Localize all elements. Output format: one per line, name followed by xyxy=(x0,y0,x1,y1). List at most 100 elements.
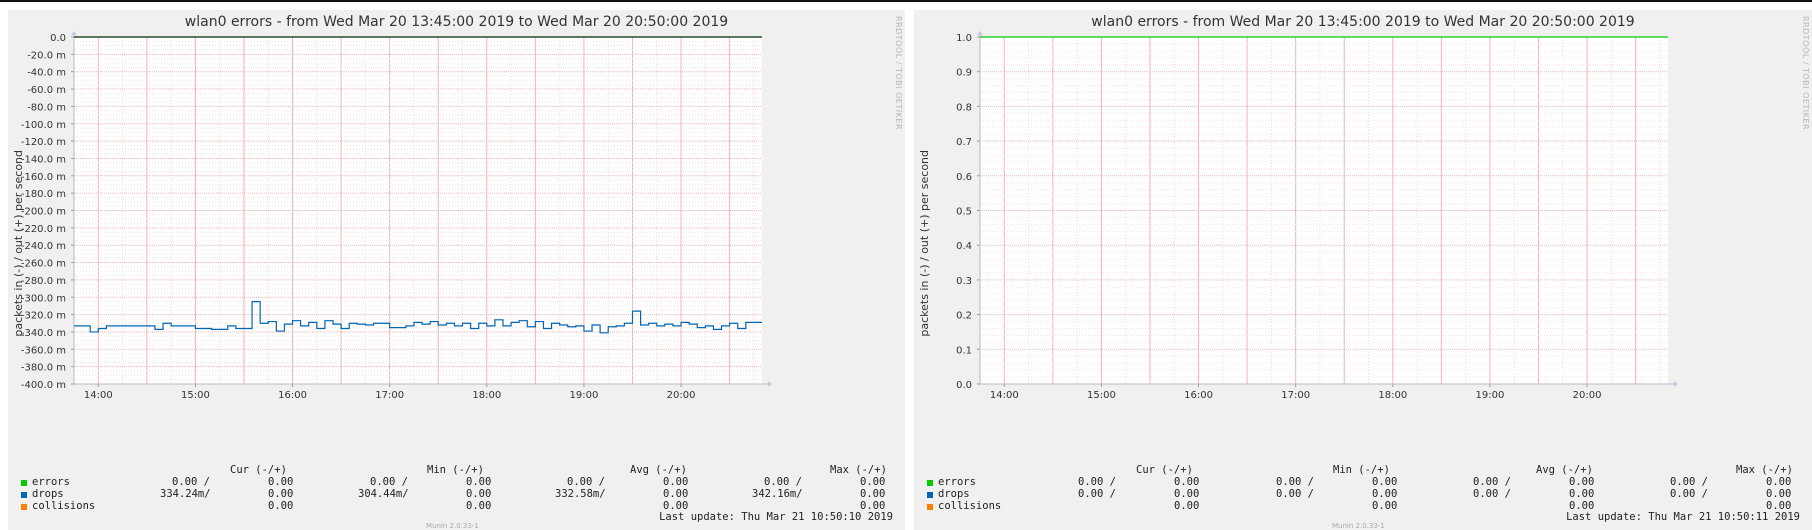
legend-row-drops: drops 0.00 / 0.00 0.00 / 0.00 0.00 / 0.0… xyxy=(914,488,1811,500)
y-tick-label: 0.1 xyxy=(956,345,972,356)
x-tick-label: 20:00 xyxy=(667,390,696,401)
y-tick-label: -160.0 m xyxy=(21,172,66,183)
y-tick-label: -260.0 m xyxy=(21,259,66,270)
legend-value: 0.00 xyxy=(466,488,492,500)
series-line-drops xyxy=(74,300,762,334)
legend-row-errors: errors 0.00 / 0.00 0.00 / 0.00 0.00 / 0.… xyxy=(8,476,905,488)
rrdtool-watermark: RRDTOOL / TOBI OETIKER xyxy=(894,16,903,131)
x-tick-label: 18:00 xyxy=(1378,390,1407,401)
y-tick-label: 1.0 xyxy=(956,33,972,44)
y-axis-arrow xyxy=(977,31,983,35)
legend-value: 0.00 xyxy=(466,476,492,488)
y-tick-label: 0.5 xyxy=(956,207,972,218)
legend-value: 0.00 xyxy=(1569,476,1595,488)
graph-panel-right: wlan0 errors - from Wed Mar 20 13:45:00 … xyxy=(914,10,1812,530)
legend-header-cur: Cur (-/+) xyxy=(1136,464,1193,476)
legend-header-max: Max (-/+) xyxy=(1736,464,1793,476)
y-tick-label: -320.0 m xyxy=(21,311,66,322)
legend-value: 0.00 xyxy=(1766,500,1792,512)
x-tick-label: 14:00 xyxy=(990,390,1019,401)
y-tick-label: 0.0 xyxy=(50,33,66,44)
legend-value: 0.00 xyxy=(1766,476,1792,488)
legend-value: 0.00 xyxy=(1766,488,1792,500)
y-tick-label: -360.0 m xyxy=(21,345,66,356)
legend-value: 0.00 xyxy=(860,476,886,488)
chart-plot-right: 1.0 0.9 0.8 0.7 0.6 0.5 0.4 0.3 0.2 0.1 0.0 14:00 15… xyxy=(956,31,1678,401)
y-tick-label: -120.0 m xyxy=(21,137,66,148)
y-tick-label: 0.3 xyxy=(956,276,972,287)
legend-row-errors: errors 0.00 / 0.00 0.00 / 0.00 0.00 / 0.… xyxy=(914,476,1811,488)
legend-label: errors xyxy=(32,476,70,488)
legend-value: 0.00 / xyxy=(1670,488,1708,500)
y-tick-label: -220.0 m xyxy=(21,224,66,235)
legend-value: 0.00 / xyxy=(764,476,802,488)
y-tick-label: -300.0 m xyxy=(21,293,66,304)
legend-value: 0.00 xyxy=(663,488,689,500)
legend-swatch-drops xyxy=(21,492,27,498)
legend-value: 0.00 xyxy=(268,500,294,512)
y-tick-label: -200.0 m xyxy=(21,207,66,218)
graph-panel-left: wlan0 errors - from Wed Mar 20 13:45:00 … xyxy=(8,10,905,530)
legend-value: 0.00 xyxy=(860,488,886,500)
y-tick-label: 0.9 xyxy=(956,68,972,79)
y-tick-label: -280.0 m xyxy=(21,276,66,287)
legend-value: 334.24m/ xyxy=(160,488,211,500)
y-tick-label: -40.0 m xyxy=(27,68,66,79)
legend-header-avg: Avg (-/+) xyxy=(1536,464,1593,476)
legend-label: collisions xyxy=(938,500,1002,512)
y-tick-label: -60.0 m xyxy=(27,85,66,96)
y-tick-label: 0.4 xyxy=(956,241,972,252)
legend-value: 0.00 xyxy=(860,500,886,512)
legend-value: 332.58m/ xyxy=(555,488,606,500)
legend-value: 0.00 / xyxy=(1078,476,1116,488)
legend-value: 0.00 xyxy=(1174,488,1200,500)
x-tick-label: 18:00 xyxy=(472,390,501,401)
chart-title: wlan0 errors - from Wed Mar 20 13:45:00 … xyxy=(1091,14,1635,30)
legend-value: 0.00 / xyxy=(1078,488,1116,500)
x-tick-label: 14:00 xyxy=(84,390,113,401)
y-tick-label: -100.0 m xyxy=(21,120,66,131)
legend-header-min: Min (-/+) xyxy=(1333,464,1390,476)
y-tick-label: -400.0 m xyxy=(21,380,66,391)
y-axis-arrow xyxy=(71,31,77,35)
legend-value: 0.00 xyxy=(1372,500,1398,512)
x-tick-label: 15:00 xyxy=(181,390,210,401)
y-tick-label: -340.0 m xyxy=(21,328,66,339)
x-tick-label: 19:00 xyxy=(570,390,599,401)
legend-row-collisions: collisions 0.00 0.00 0.00 0.00 xyxy=(8,500,905,512)
legend-swatch-collisions xyxy=(21,504,27,510)
legend-value: 0.00 xyxy=(1569,488,1595,500)
y-tick-label: 0.7 xyxy=(956,137,972,148)
legend-value: 0.00 xyxy=(1174,500,1200,512)
legend-value: 0.00 / xyxy=(1670,476,1708,488)
y-tick-label: 0.2 xyxy=(956,311,972,322)
y-tick-label: 0.6 xyxy=(956,172,972,183)
legend-header-cur: Cur (-/+) xyxy=(230,464,287,476)
x-axis-arrow xyxy=(1674,381,1678,387)
legend-label: drops xyxy=(938,488,970,500)
x-tick-label: 16:00 xyxy=(1184,390,1213,401)
legend-value: 0.00 xyxy=(466,500,492,512)
legend-value: 342.16m/ xyxy=(752,488,803,500)
legend-row-collisions: collisions 0.00 0.00 0.00 0.00 xyxy=(914,500,1811,512)
legend-value: 0.00 xyxy=(663,500,689,512)
y-tick-label: -240.0 m xyxy=(21,241,66,252)
y-tick-label: -20.0 m xyxy=(27,50,66,61)
legend-header-max: Max (-/+) xyxy=(830,464,887,476)
legend-value: 0.00 / xyxy=(1276,476,1314,488)
legend-value: 0.00 xyxy=(268,476,294,488)
legend-swatch-errors xyxy=(21,480,27,486)
x-tick-label: 17:00 xyxy=(375,390,404,401)
legend-value: 0.00 xyxy=(1569,500,1595,512)
last-update: Last update: Thu Mar 21 10:50:11 2019 xyxy=(1566,511,1800,523)
legend-value: 0.00 / xyxy=(1276,488,1314,500)
legend-value: 0.00 xyxy=(1372,476,1398,488)
y-tick-label: -140.0 m xyxy=(21,154,66,165)
x-tick-label: 20:00 xyxy=(1573,390,1602,401)
legend-value: 0.00 / xyxy=(567,476,605,488)
legend-row-drops: drops 334.24m/ 0.00 304.44m/ 0.00 332.58… xyxy=(8,488,905,500)
legend-swatch-collisions xyxy=(927,504,933,510)
legend-value: 0.00 xyxy=(268,488,294,500)
legend-label: drops xyxy=(32,488,64,500)
legend-value: 0.00 xyxy=(1372,488,1398,500)
